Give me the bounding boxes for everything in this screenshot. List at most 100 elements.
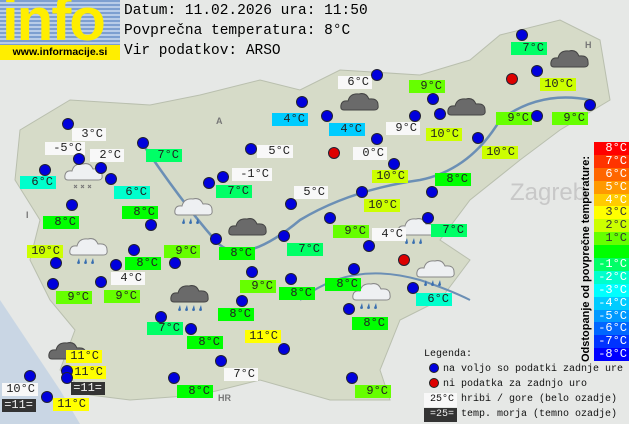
temperature-label[interactable]: 9°C [104, 290, 140, 303]
temperature-label[interactable]: 8°C [219, 247, 255, 260]
temperature-label[interactable]: 5°C [257, 145, 293, 158]
temperature-label[interactable]: -5°C [45, 142, 85, 155]
logo[interactable]: info www.informacije.si [0, 0, 120, 60]
temperature-label[interactable]: 11°C [245, 330, 281, 343]
temperature-label[interactable]: 7°C [431, 224, 467, 237]
station-dot-available[interactable] [73, 153, 85, 165]
temperature-label[interactable]: 0°C [353, 147, 387, 160]
temperature-label[interactable]: 7°C [146, 149, 182, 162]
station-dot-available[interactable] [203, 177, 215, 189]
station-dot-available[interactable] [407, 282, 419, 294]
station-dot-available[interactable] [128, 244, 140, 256]
temperature-label[interactable]: 9°C [164, 245, 200, 258]
temperature-label[interactable]: 8°C [43, 216, 79, 229]
temperature-label[interactable]: 6°C [20, 176, 56, 189]
station-dot-available[interactable] [145, 219, 157, 231]
temperature-label[interactable]: 7°C [224, 368, 258, 381]
temperature-label[interactable]: 3°C [72, 128, 106, 141]
station-dot-available[interactable] [278, 230, 290, 242]
temperature-label[interactable]: 9°C [333, 225, 369, 238]
station-dot-available[interactable] [343, 303, 355, 315]
temperature-label[interactable]: 8°C [352, 317, 388, 330]
temperature-label[interactable]: 9°C [355, 385, 391, 398]
temperature-label[interactable]: 9°C [409, 80, 445, 93]
temperature-label[interactable]: 10°C [482, 146, 518, 159]
station-dot-available[interactable] [236, 295, 248, 307]
station-dot-available[interactable] [62, 118, 74, 130]
temperature-label[interactable]: 9°C [56, 291, 92, 304]
temperature-label[interactable]: 4°C [329, 123, 365, 136]
temperature-label[interactable]: 8°C [125, 257, 161, 270]
station-dot-available[interactable] [285, 198, 297, 210]
temperature-label[interactable]: 10°C [2, 383, 38, 396]
temperature-label[interactable]: 10°C [27, 245, 63, 258]
station-dot-missing[interactable] [398, 254, 410, 266]
temperature-label[interactable]: -1°C [232, 168, 272, 181]
station-dot-available[interactable] [321, 110, 333, 122]
temperature-label[interactable]: 5°C [294, 186, 328, 199]
temperature-label[interactable]: 7°C [147, 322, 183, 335]
station-dot-available[interactable] [516, 29, 528, 41]
station-dot-available[interactable] [50, 257, 62, 269]
temperature-label[interactable]: 8°C [122, 206, 158, 219]
temperature-label[interactable]: =11= [2, 399, 36, 412]
station-dot-available[interactable] [47, 278, 59, 290]
station-dot-available[interactable] [371, 133, 383, 145]
logo-url[interactable]: www.informacije.si [0, 45, 120, 60]
temperature-label[interactable]: 4°C [111, 272, 145, 285]
station-dot-available[interactable] [356, 186, 368, 198]
station-dot-available[interactable] [278, 343, 290, 355]
temperature-label[interactable]: 8°C [187, 336, 223, 349]
station-dot-available[interactable] [584, 99, 596, 111]
station-dot-available[interactable] [137, 137, 149, 149]
station-dot-available[interactable] [168, 372, 180, 384]
temperature-label[interactable]: =11= [71, 382, 105, 395]
temperature-label[interactable]: 2°C [90, 149, 124, 162]
temperature-label[interactable]: 9°C [386, 122, 420, 135]
station-dot-available[interactable] [41, 391, 53, 403]
temperature-label[interactable]: 10°C [426, 128, 462, 141]
station-dot-available[interactable] [95, 162, 107, 174]
temperature-label[interactable]: 6°C [338, 76, 372, 89]
station-dot-available[interactable] [155, 311, 167, 323]
station-dot-missing[interactable] [506, 73, 518, 85]
station-dot-available[interactable] [409, 110, 421, 122]
station-dot-available[interactable] [296, 96, 308, 108]
temperature-label[interactable]: 9°C [552, 112, 588, 125]
station-dot-available[interactable] [388, 158, 400, 170]
temperature-label[interactable]: 10°C [540, 78, 576, 91]
station-dot-available[interactable] [95, 276, 107, 288]
temperature-label[interactable]: 10°C [364, 199, 400, 212]
station-dot-available[interactable] [531, 110, 543, 122]
station-dot-available[interactable] [246, 266, 258, 278]
temperature-label[interactable]: 4°C [272, 113, 308, 126]
station-dot-available[interactable] [472, 132, 484, 144]
station-dot-available[interactable] [39, 164, 51, 176]
station-dot-available[interactable] [215, 355, 227, 367]
temperature-label[interactable]: 11°C [53, 398, 89, 411]
station-dot-available[interactable] [210, 233, 222, 245]
station-dot-available[interactable] [110, 259, 122, 271]
temperature-label[interactable]: 7°C [511, 42, 547, 55]
station-dot-available[interactable] [61, 372, 73, 384]
station-dot-available[interactable] [185, 323, 197, 335]
temperature-label[interactable]: 9°C [496, 112, 532, 125]
station-dot-available[interactable] [324, 212, 336, 224]
station-dot-available[interactable] [434, 108, 446, 120]
temperature-label[interactable]: 8°C [279, 287, 315, 300]
temperature-label[interactable]: 9°C [240, 280, 276, 293]
station-dot-available[interactable] [348, 263, 360, 275]
temperature-label[interactable]: 10°C [372, 170, 408, 183]
temperature-label[interactable]: 11°C [70, 366, 106, 379]
temperature-label[interactable]: 6°C [416, 293, 452, 306]
station-dot-available[interactable] [363, 240, 375, 252]
temperature-label[interactable]: 11°C [66, 350, 102, 363]
temperature-label[interactable]: 8°C [325, 278, 361, 291]
temperature-label[interactable]: 8°C [435, 173, 471, 186]
station-dot-available[interactable] [531, 65, 543, 77]
temperature-label[interactable]: 8°C [218, 308, 254, 321]
station-dot-available[interactable] [217, 171, 229, 183]
station-dot-available[interactable] [66, 199, 78, 211]
station-dot-available[interactable] [422, 212, 434, 224]
temperature-label[interactable]: 7°C [287, 243, 323, 256]
